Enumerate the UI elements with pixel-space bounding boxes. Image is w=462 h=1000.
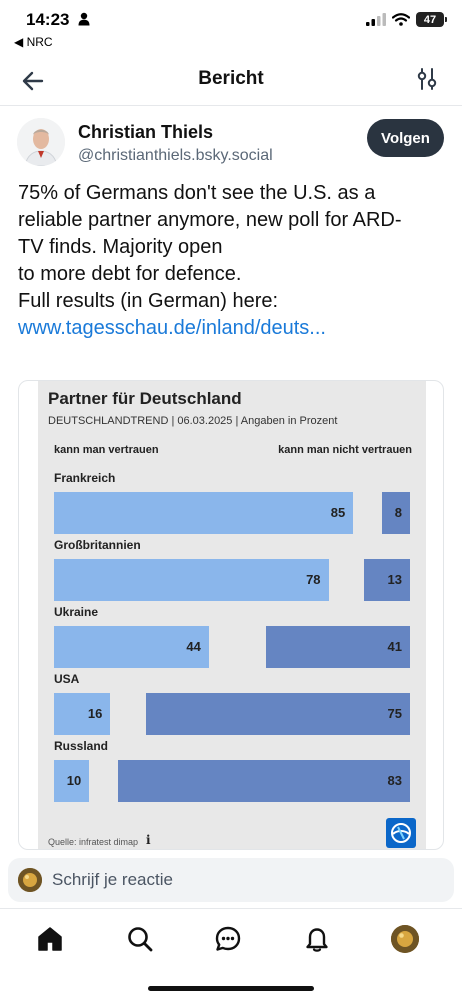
bar-distrust: 83 <box>117 760 410 802</box>
page-header: Bericht <box>0 56 462 106</box>
nav-home[interactable] <box>35 924 65 954</box>
bottom-nav <box>0 908 462 1000</box>
chart-source: Quelle: infratest dimap <box>48 837 139 847</box>
status-time: 14:23 <box>26 10 70 29</box>
bar-trust: 44 <box>54 626 209 668</box>
author-name[interactable]: Christian Thiels <box>78 122 214 142</box>
nav-chat[interactable] <box>213 924 243 954</box>
tagesschau-logo-icon <box>386 818 416 848</box>
home-indicator <box>148 986 314 991</box>
legend-trust: kann man vertrauen <box>54 444 159 456</box>
bar-value-trust: 10 <box>66 773 82 788</box>
chart-panel: Partner für Deutschland DEUTSCHLANDTREND… <box>38 381 426 849</box>
bar-value-trust: 44 <box>186 639 201 654</box>
reply-placeholder: Schrijf je reactie <box>52 870 173 889</box>
reply-input[interactable]: Schrijf je reactie <box>8 858 454 902</box>
bar-value-distrust: 8 <box>394 505 402 520</box>
author-avatar[interactable] <box>17 118 65 166</box>
chart-subtitle: DEUTSCHLANDTREND | 06.03.2025 | Angaben … <box>48 415 338 427</box>
legend-distrust: kann man nicht vertrauen <box>278 444 412 456</box>
bar-value-trust: 78 <box>306 572 321 587</box>
country-label: Russland <box>54 739 109 753</box>
bar-value-trust: 16 <box>87 706 103 721</box>
post-text-line: reliable partner anymore, new poll for A… <box>18 209 402 231</box>
bell-icon <box>306 928 328 952</box>
bar-distrust: 41 <box>265 626 410 668</box>
bar-trust: 85 <box>54 492 354 534</box>
chat-icon <box>215 926 241 951</box>
bar-distrust: 13 <box>364 559 410 601</box>
country-label: Großbritannien <box>54 538 141 552</box>
bar-value-distrust: 41 <box>387 639 402 654</box>
country-label: USA <box>54 672 80 686</box>
post-text-line: Full results (in German) here: <box>18 290 279 312</box>
back-arrow-icon[interactable] <box>20 68 46 94</box>
wifi-icon <box>392 13 410 26</box>
search-icon <box>128 927 153 952</box>
bar-trust: 10 <box>54 760 90 802</box>
chart-title: Partner für Deutschland <box>48 389 242 408</box>
sliders-icon[interactable] <box>416 67 438 91</box>
user-avatar <box>18 868 42 892</box>
back-to-app-link[interactable]: ◀ NRC <box>14 35 53 49</box>
post-text-line: 75% of Germans don't see the U.S. as a <box>18 182 376 204</box>
post-text-line: TV finds. Majority open <box>18 236 223 258</box>
info-icon: i <box>146 833 151 847</box>
bar-value-distrust: 13 <box>387 572 402 587</box>
signal-icon <box>366 13 386 26</box>
person-icon <box>78 12 90 26</box>
nav-notifications[interactable] <box>302 924 332 954</box>
bar-trust: 78 <box>54 559 329 601</box>
nav-search[interactable] <box>125 924 155 954</box>
battery-icon: 47 <box>416 12 447 27</box>
post-link[interactable]: www.tagesschau.de/inland/deuts... <box>18 317 326 339</box>
avatar-portrait <box>17 118 65 166</box>
bar-distrust: 8 <box>381 492 410 534</box>
bar-distrust: 75 <box>146 693 410 735</box>
nav-profile[interactable] <box>390 924 420 954</box>
follow-button[interactable]: Volgen <box>367 119 444 157</box>
country-label: Ukraine <box>54 605 99 619</box>
bar-value-trust: 85 <box>330 505 346 520</box>
bar-value-distrust: 83 <box>387 773 402 788</box>
profile-avatar <box>391 925 419 953</box>
status-indicators: 47 <box>366 12 447 27</box>
embedded-image[interactable]: Partner für Deutschland DEUTSCHLANDTREND… <box>18 380 444 850</box>
home-icon <box>38 927 62 951</box>
page-title: Bericht <box>198 68 264 89</box>
status-bar: 14:23 ◀ NRC 47 <box>0 0 462 56</box>
post-text: 75% of Germans don't see the U.S. as a r… <box>18 180 448 342</box>
author-handle[interactable]: @christianthiels.bsky.social <box>78 147 273 164</box>
country-label: Frankreich <box>54 471 116 485</box>
bar-trust: 16 <box>54 693 111 735</box>
bar-value-distrust: 75 <box>387 706 402 721</box>
post-text-line: to more debt for defence. <box>18 263 242 285</box>
